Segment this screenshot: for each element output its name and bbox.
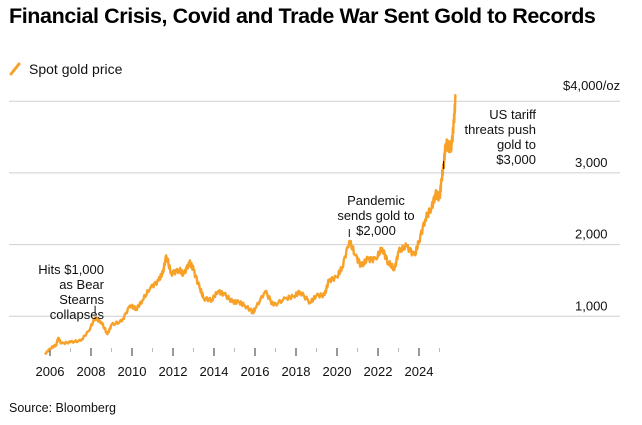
annotation-text: Pandemic — [347, 193, 405, 208]
x-tick-label: 2012 — [159, 364, 188, 379]
annotation-text: US tariff — [489, 107, 536, 122]
annotation-text: $2,000 — [356, 223, 396, 238]
annotation-text: gold to — [497, 137, 536, 152]
annotation-text: threats push — [464, 122, 536, 137]
chart-title: Financial Crisis, Covid and Trade War Se… — [9, 4, 596, 28]
annotation-text: Stearns — [59, 292, 104, 307]
annotation-text: collapses — [50, 307, 105, 322]
x-tick-label: 2022 — [364, 364, 393, 379]
legend-swatch-icon — [9, 62, 21, 76]
annotation-text: as Bear — [59, 277, 104, 292]
x-tick-label: 2016 — [241, 364, 270, 379]
legend-label: Spot gold price — [29, 61, 123, 77]
series-line-spot-gold — [43, 94, 457, 356]
x-tick-label: 2018 — [282, 364, 311, 379]
y-tick-label: 2,000 — [575, 227, 608, 242]
annotation-text: sends gold to — [337, 208, 414, 223]
x-tick-label: 2006 — [36, 364, 65, 379]
x-tick-label: 2020 — [323, 364, 352, 379]
annotation-text: Hits $1,000 — [38, 262, 104, 277]
x-tick-label: 2010 — [118, 364, 147, 379]
annotation-text: $3,000 — [496, 152, 536, 167]
x-tick-label: 2014 — [200, 364, 229, 379]
legend: Spot gold price — [9, 61, 122, 77]
y-tick-label: 1,000 — [575, 298, 608, 313]
x-tick-label: 2008 — [77, 364, 106, 379]
y-tick-label: $4,000/oz — [563, 78, 620, 93]
source-note: Source: Bloomberg — [9, 401, 117, 415]
x-tick-label: 2024 — [405, 364, 434, 379]
y-tick-label: 3,000 — [575, 155, 608, 170]
